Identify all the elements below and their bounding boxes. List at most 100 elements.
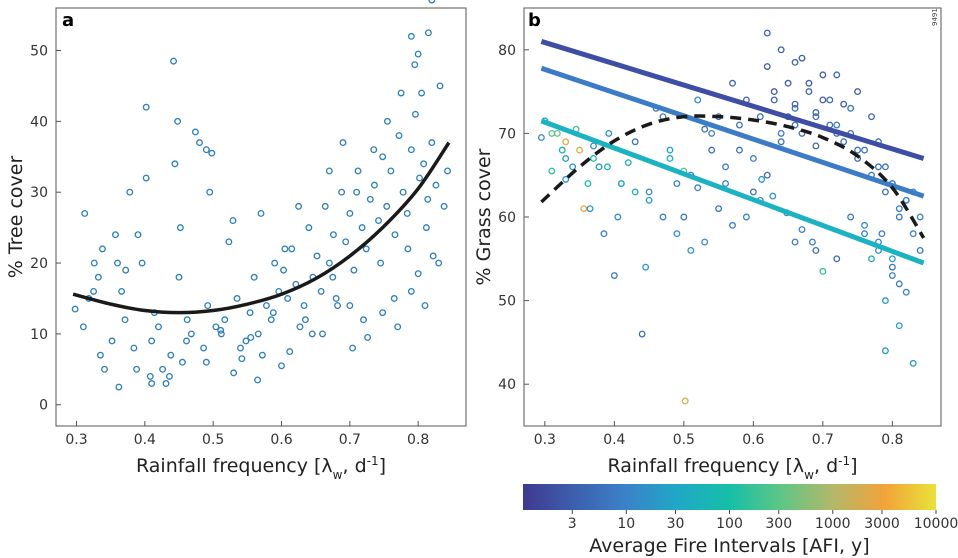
- panel-a-point: [349, 344, 357, 352]
- panel-b-point: [909, 359, 917, 367]
- panel-b-point: [558, 146, 566, 154]
- panel-a-point: [428, 139, 436, 147]
- colorbar-label: Average Fire Intervals [AFI, y]: [589, 535, 869, 557]
- panel-a-point: [176, 224, 184, 232]
- panel-b-point: [888, 255, 896, 263]
- panel-a-point: [404, 245, 412, 253]
- panel-a-point: [225, 238, 233, 246]
- panel-b-xtick-label: 0.5: [673, 432, 695, 448]
- panel-b-label: b: [528, 10, 541, 31]
- panel-a-point: [267, 316, 275, 324]
- panel-a: a 0.3 0.4 0.5 0.6 0.7 0.8 0 10 20 30 40 50 Rainfall…: [5, 0, 467, 482]
- panel-a-point: [81, 210, 89, 217]
- panel-a-point: [183, 337, 190, 345]
- xlabel-sup: -1: [838, 454, 850, 468]
- panel-b-point: [784, 79, 792, 87]
- panel-b-point: [798, 54, 806, 62]
- panel-a-point: [178, 358, 186, 366]
- panel-b-point: [642, 263, 650, 271]
- panel-a-point: [353, 188, 361, 196]
- panel-b-point: [645, 188, 653, 196]
- panel-a-ticks: 0.3 0.4 0.5 0.6 0.7 0.8 0 10 20 30 40 50: [30, 44, 429, 448]
- panel-b-fit-curve: [540, 114, 926, 239]
- panel-a-point: [269, 309, 277, 317]
- panel-b-point: [819, 267, 827, 275]
- colorbar-tick-label: 30: [667, 516, 685, 532]
- panel-a-point: [432, 181, 440, 189]
- panel-b-point: [562, 175, 570, 183]
- panel-a-point: [329, 273, 337, 281]
- panel-a-point: [133, 365, 141, 373]
- panel-a-xtick-label: 0.4: [134, 432, 156, 448]
- panel-a-point: [305, 224, 313, 232]
- panel-a-point: [383, 117, 391, 125]
- panel-b-point: [624, 159, 632, 167]
- panel-b-point: [881, 297, 889, 305]
- panel-b-point: [614, 213, 622, 221]
- panel-a-point: [217, 330, 225, 338]
- panel-a-point: [233, 295, 241, 302]
- panel-a-point: [257, 210, 265, 217]
- panel-a-point: [159, 365, 167, 373]
- panel-a-point: [411, 61, 419, 69]
- panel-b-point: [758, 175, 766, 183]
- panel-a-point: [146, 372, 154, 380]
- panel-a-point: [358, 224, 366, 232]
- xlabel-text-end: , d: [342, 455, 366, 477]
- panel-b-point: [553, 129, 561, 137]
- panel-b-point: [812, 113, 820, 121]
- colorbar-tick-label: 10: [617, 516, 635, 532]
- panel-a-point: [118, 287, 126, 295]
- panel-b-point: [833, 121, 841, 129]
- panel-b-point: [708, 146, 716, 154]
- panel-b-point: [681, 397, 689, 405]
- panel-a-point: [155, 323, 162, 331]
- panel-a-point: [375, 217, 382, 224]
- panel-b-point: [812, 246, 820, 254]
- panel-b-point: [819, 96, 827, 104]
- panel-a-point: [407, 146, 415, 154]
- panel-a-point: [325, 167, 333, 175]
- panel-b-point: [708, 129, 716, 137]
- panel-b-point: [605, 129, 613, 137]
- panel-b-ytick-label: 60: [498, 210, 516, 226]
- panel-a-point: [278, 362, 285, 370]
- panel-a-point: [115, 383, 123, 391]
- panel-a-point: [196, 139, 203, 147]
- panel-a-point: [212, 323, 220, 331]
- panel-b-point: [770, 88, 778, 96]
- panel-a-point: [420, 160, 428, 168]
- panel-a-point: [254, 330, 262, 338]
- panel-a-point: [436, 82, 444, 90]
- panel-b-xtick-label: 0.7: [812, 432, 834, 448]
- panel-b-point: [736, 121, 743, 129]
- panel-a-ylabel: % Tree cover: [5, 156, 27, 279]
- panel-a-point: [422, 224, 430, 232]
- panel-a-point: [394, 323, 402, 331]
- panel-a-point: [142, 174, 150, 182]
- panel-b-point: [868, 113, 875, 121]
- colorbar-tick-label: 300: [765, 516, 792, 532]
- panel-b-point: [729, 79, 736, 87]
- panel-b-point: [749, 155, 757, 162]
- panel-a-point: [217, 326, 225, 334]
- colorbar-tick-label: 10000: [914, 516, 958, 532]
- panel-a-point: [366, 195, 374, 203]
- panel-a-point: [301, 316, 309, 324]
- panel-a-point: [383, 202, 391, 210]
- panel-b-point: [548, 129, 556, 137]
- xlabel-sub: w: [333, 468, 343, 482]
- panel-a-point: [362, 245, 370, 253]
- panel-a-point: [440, 202, 448, 210]
- panel-b-point: [916, 246, 924, 254]
- panel-b-point: [590, 142, 597, 150]
- panel-b-point: [576, 146, 584, 154]
- panel-b-ytick-label: 50: [498, 294, 516, 310]
- panel-a-point: [108, 337, 116, 345]
- panel-b-point: [881, 188, 889, 196]
- panel-a-xtick-label: 0.5: [202, 432, 224, 448]
- panel-b-point: [840, 138, 848, 146]
- panel-b-point: [590, 155, 597, 162]
- panel-b-point: [777, 46, 785, 54]
- regression-line-afi-100: [540, 118, 925, 266]
